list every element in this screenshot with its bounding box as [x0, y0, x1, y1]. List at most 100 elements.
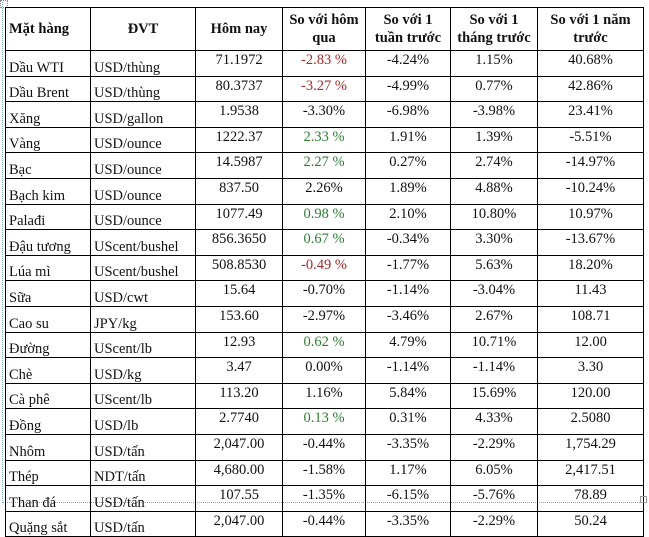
- cell-today: 107.55: [195, 485, 283, 512]
- cell-vs-month: 4.88%: [450, 177, 538, 205]
- table-row: Bạc USD/ounce 14.5987 2.27 % 0.27% 2.74% -14.9…: [5, 152, 644, 179]
- cell-unit: UScent/lb: [90, 331, 196, 359]
- cell-vs-year: -14.97%: [537, 152, 644, 179]
- header-vs-year: So với 1 năm trước: [537, 7, 644, 51]
- cell-vs-month: -2.29%: [450, 433, 538, 461]
- cell-commodity: Vàng: [5, 126, 91, 154]
- cell-unit: UScent/lb: [90, 382, 196, 410]
- cell-vs-month: 10.80%: [450, 203, 538, 231]
- header-row: Mặt hàng ĐVT Hôm nay So với hôm qua So v…: [5, 7, 644, 51]
- cell-today: 12.93: [195, 331, 283, 359]
- cell-vs-week: -0.34%: [365, 229, 451, 256]
- cell-unit: UScent/bushel: [90, 254, 196, 282]
- header-vs-week: So với 1 tuần trước: [365, 7, 451, 51]
- cell-vs-year: 10.97%: [537, 203, 644, 231]
- table-row: Thép NDT/tấn 4,680.00 -1.58% 1.17% 6.05% 2,417…: [5, 459, 644, 487]
- cell-vs-year: 1,754.29: [537, 433, 644, 461]
- cell-today: 1077.49: [195, 203, 283, 231]
- table-row: Palađi USD/ounce 1077.49 0.98 % 2.10% 10.80% 1…: [5, 203, 644, 231]
- table-resize-handle[interactable]: [640, 496, 647, 503]
- cell-commodity: Cao su: [5, 305, 91, 333]
- cell-vs-month: 1.15%: [450, 50, 538, 77]
- table-row: Dầu WTI USD/thùng 71.1972 -2.83 % -4.24% 1.15…: [5, 50, 644, 77]
- cell-vs-month: 6.05%: [450, 459, 538, 487]
- cell-vs-month: -5.76%: [450, 485, 538, 512]
- cell-vs-year: -13.67%: [537, 229, 644, 256]
- cell-today: 153.60: [195, 305, 283, 333]
- cell-vs-year: 3.30: [537, 357, 644, 384]
- cell-unit: USD/ounce: [90, 203, 196, 231]
- header-vs-yesterday: So với hôm qua: [282, 7, 366, 51]
- cell-vs-yesterday: -3.30%: [282, 101, 366, 128]
- cell-commodity: Than đá: [5, 485, 91, 512]
- cell-vs-yesterday: 2.27 %: [282, 152, 366, 179]
- cell-vs-month: -1.14%: [450, 357, 538, 384]
- cell-vs-week: 1.91%: [365, 126, 451, 154]
- cell-unit: USD/thùng: [90, 75, 196, 103]
- table-row: Lúa mì UScent/bushel 508.8530 -0.49 % -1.77%…: [5, 254, 644, 282]
- cell-vs-yesterday: 1.16%: [282, 382, 366, 410]
- cell-vs-year: 2.5080: [537, 408, 644, 435]
- cell-vs-yesterday: -2.97%: [282, 305, 366, 333]
- cell-today: 113.20: [195, 382, 283, 410]
- cell-vs-yesterday: 0.98 %: [282, 203, 366, 231]
- cell-vs-month: 10.71%: [450, 331, 538, 359]
- cell-vs-week: -3.35%: [365, 510, 451, 537]
- cell-vs-year: 40.68%: [537, 50, 644, 77]
- cell-vs-year: 11.43: [537, 280, 644, 307]
- cell-vs-year: 42.86%: [537, 75, 644, 103]
- header-vs-month: So với 1 tháng trước: [450, 7, 538, 51]
- cell-vs-year: 2,417.51: [537, 459, 644, 487]
- cell-today: 508.8530: [195, 254, 283, 282]
- cell-unit: JPY/kg: [90, 305, 196, 333]
- cell-commodity: Thép: [5, 459, 91, 487]
- table-row: Dầu Brent USD/thùng 80.3737 -3.27 % -4.99% 0.…: [5, 75, 644, 103]
- cell-vs-month: -3.04%: [450, 280, 538, 307]
- cell-commodity: Cà phê: [5, 382, 91, 410]
- cell-unit: USD/tấn: [90, 485, 196, 512]
- cell-today: 1222.37: [195, 126, 283, 154]
- cell-unit: USD/tấn: [90, 510, 196, 537]
- table-row: Xăng USD/gallon 1.9538 -3.30% -6.98% -3.98% 23…: [5, 101, 644, 128]
- cell-today: 80.3737: [195, 75, 283, 103]
- cell-vs-year: 18.20%: [537, 254, 644, 282]
- table-row: Đường UScent/lb 12.93 0.62 % 4.79% 10.71% 12.0…: [5, 331, 644, 359]
- cell-vs-month: 15.69%: [450, 382, 538, 410]
- cell-vs-month: 5.63%: [450, 254, 538, 282]
- cell-vs-yesterday: -1.58%: [282, 459, 366, 487]
- cell-today: 1.9538: [195, 101, 283, 128]
- cell-vs-yesterday: 2.33 %: [282, 126, 366, 154]
- cell-vs-year: -10.24%: [537, 177, 644, 205]
- cell-commodity: Quặng sắt: [5, 510, 91, 537]
- cell-unit: USD/ounce: [90, 152, 196, 179]
- table-row: Sữa USD/cwt 15.64 -0.70% -1.14% -3.04% 11.43: [5, 280, 644, 307]
- cell-vs-yesterday: -0.70%: [282, 280, 366, 307]
- cell-unit: USD/lb: [90, 408, 196, 435]
- cell-today: 14.5987: [195, 152, 283, 179]
- cell-vs-month: 1.39%: [450, 126, 538, 154]
- table-row: Cao su JPY/kg 153.60 -2.97% -3.46% 2.67% 108.7…: [5, 305, 644, 333]
- table-row: Chè USD/kg 3.47 0.00% -1.14% -1.14% 3.30: [5, 357, 644, 384]
- cell-unit: USD/kg: [90, 357, 196, 384]
- cell-vs-week: -6.98%: [365, 101, 451, 128]
- cell-today: 4,680.00: [195, 459, 283, 487]
- cell-vs-month: 2.67%: [450, 305, 538, 333]
- cell-unit: USD/gallon: [90, 101, 196, 128]
- cell-vs-week: 5.84%: [365, 382, 451, 410]
- cell-vs-yesterday: -0.49 %: [282, 254, 366, 282]
- cell-commodity: Sữa: [5, 280, 91, 307]
- cell-vs-week: -3.46%: [365, 305, 451, 333]
- cell-vs-year: 78.89: [537, 485, 644, 512]
- cell-vs-month: 2.74%: [450, 152, 538, 179]
- cell-vs-yesterday: 0.67 %: [282, 229, 366, 256]
- table-move-handle[interactable]: [0, 0, 8, 8]
- cell-unit: USD/ounce: [90, 177, 196, 205]
- table-row: Quặng sắt USD/tấn 2,047.00 -0.44% -3.35% -2.2…: [5, 510, 644, 537]
- cell-vs-yesterday: -0.44%: [282, 510, 366, 537]
- cell-commodity: Palađi: [5, 203, 91, 231]
- cell-today: 2,047.00: [195, 510, 283, 537]
- cell-vs-week: 0.27%: [365, 152, 451, 179]
- cell-vs-week: -1.77%: [365, 254, 451, 282]
- cell-vs-week: -6.15%: [365, 485, 451, 512]
- table-row: Bạch kim USD/ounce 837.50 2.26% 1.89% 4.88% -1…: [5, 177, 644, 205]
